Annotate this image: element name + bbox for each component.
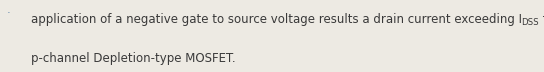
Text: application of a negative gate to source voltage results a drain current exceedi: application of a negative gate to source… xyxy=(30,13,522,26)
Text: ·: · xyxy=(7,7,11,20)
Text: p-channel Depletion-type MOSFET.: p-channel Depletion-type MOSFET. xyxy=(30,52,235,65)
Text: for a: for a xyxy=(539,13,544,26)
Text: DSS: DSS xyxy=(522,18,539,27)
